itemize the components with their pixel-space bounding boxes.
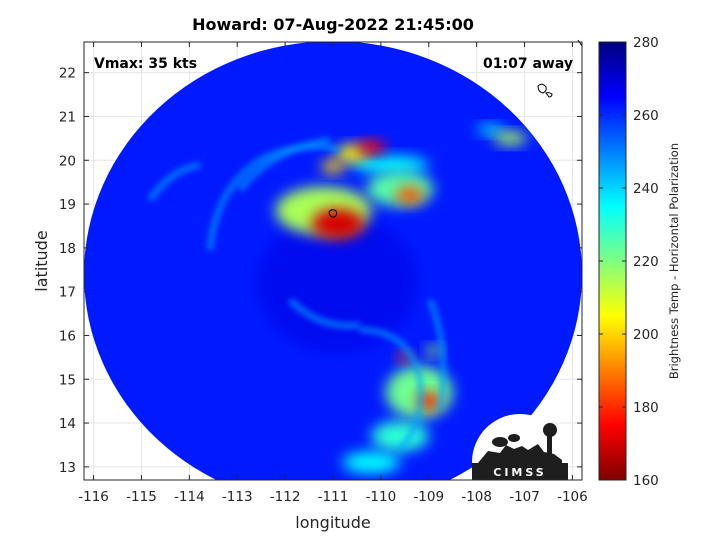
colorbar-tick-label: 180	[633, 400, 659, 416]
colorbar-tick-label: 280	[633, 35, 659, 51]
logo-band	[472, 463, 568, 480]
y-axis-label: latitude	[32, 230, 51, 291]
x-tick-label: -109	[413, 489, 444, 505]
rain-band	[287, 297, 361, 330]
x-tick-label: -112	[270, 489, 301, 505]
rain-band	[147, 161, 201, 202]
colorbar	[598, 41, 627, 481]
features	[257, 124, 527, 474]
logo-dish	[492, 437, 508, 447]
rain-band	[237, 136, 331, 193]
island-outline	[537, 83, 547, 94]
colorbar-tick-label: 220	[633, 254, 659, 270]
convective-cell	[311, 208, 365, 240]
x-tick-label: -116	[78, 489, 109, 505]
logo-tower	[547, 434, 552, 464]
ticks	[84, 42, 582, 480]
x-axis-label: longitude	[295, 513, 370, 532]
island-outline	[328, 209, 338, 218]
y-tick-label: 15	[59, 372, 76, 388]
x-tick-label: -106	[557, 489, 588, 505]
x-tick-label: -115	[126, 489, 157, 505]
convective-cell	[342, 451, 401, 474]
y-tick-label: 21	[59, 109, 76, 125]
y-tick-label: 16	[59, 328, 76, 344]
colorbar-label: Brightness Temp - Horizontal Polarizatio…	[667, 143, 681, 379]
y-tick-label: 20	[59, 153, 76, 169]
colorbar-ticks: 160 180 200 220 240 260 280	[599, 35, 659, 489]
x-tick-label: -114	[174, 489, 205, 505]
coast-mark	[577, 39, 583, 47]
logo-text: CIMSS	[493, 466, 546, 479]
convective-cell	[476, 124, 506, 135]
x-tick-labels: -116 -115 -114 -113 -112 -111 -110 -109 -108 -107…	[78, 489, 587, 505]
colorbar-tick-label: 160	[633, 473, 659, 489]
x-tick-label: -110	[366, 489, 397, 505]
colorbar-tick-label: 260	[633, 108, 659, 124]
convective-cell	[493, 131, 527, 145]
x-tick-label: -108	[461, 489, 492, 505]
logo-tank	[543, 423, 557, 437]
y-tick-label: 19	[59, 197, 76, 213]
convective-cell	[426, 345, 441, 357]
y-tick-label: 22	[59, 66, 76, 82]
cold-core-region	[257, 212, 418, 353]
y-tick-labels: 13 14 15 16 17 18 19 20 21 22	[59, 66, 76, 476]
vmax-annotation: Vmax: 35 kts	[94, 56, 197, 72]
convective-cell	[356, 140, 386, 154]
convective-cell	[352, 155, 429, 174]
chart-title: Howard: 07-Aug-2022 21:45:00	[192, 15, 474, 34]
rain-band	[359, 326, 425, 453]
coastline	[328, 39, 583, 218]
swath	[84, 42, 582, 480]
convective-cell	[395, 186, 424, 205]
y-tick-label: 14	[59, 416, 76, 432]
cimss-logo: CIMSS	[472, 414, 568, 480]
logo-dish	[508, 434, 520, 442]
x-tick-label: -111	[318, 489, 349, 505]
x-tick-label: -113	[222, 489, 253, 505]
x-tick-label: -107	[509, 489, 540, 505]
y-tick-label: 18	[59, 241, 76, 257]
y-tick-label: 13	[59, 460, 76, 476]
colorbar-tick-label: 240	[633, 181, 659, 197]
rain-band	[426, 298, 447, 411]
time-away-annotation: 01:07 away	[483, 56, 573, 72]
y-tick-label: 17	[59, 285, 76, 301]
island-outline	[545, 92, 553, 98]
colorbar-tick-label: 200	[633, 327, 659, 343]
rain-bands	[147, 136, 447, 453]
convective-cell	[321, 160, 345, 174]
